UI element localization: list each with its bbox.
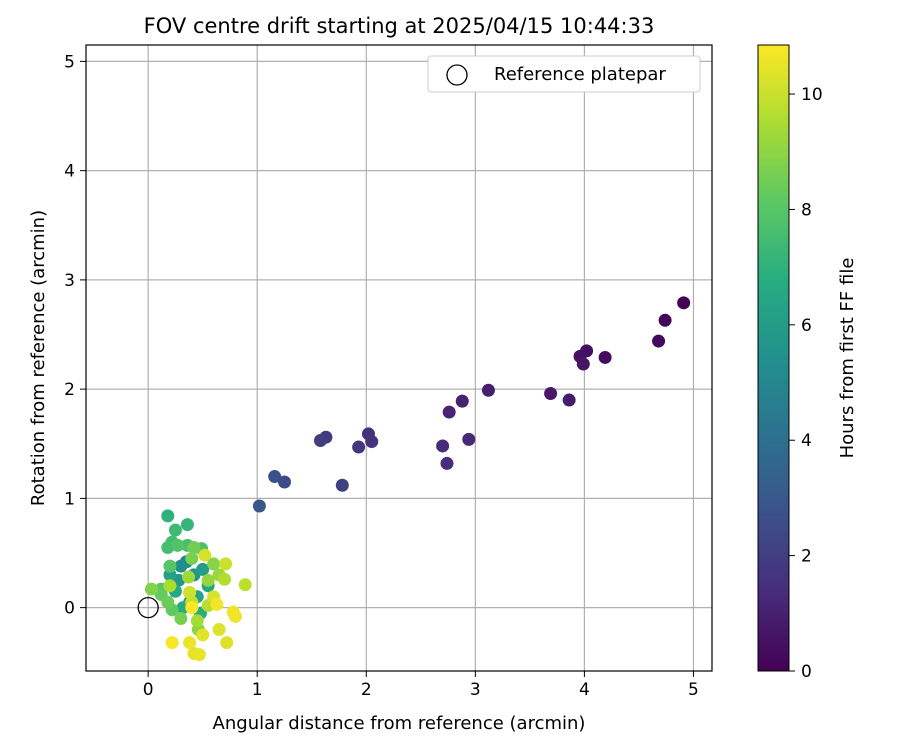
data-point [313,433,327,447]
data-point [185,551,199,565]
data-point [576,357,590,371]
data-point [226,605,240,619]
data-point [187,541,201,555]
chart-title: FOV centre drift starting at 2025/04/15 … [144,14,655,38]
x-tick-label: 0 [143,680,154,700]
data-point [174,559,188,573]
data-point [163,579,177,593]
reference-platepar-marker [137,596,159,619]
data-point [481,383,495,397]
data-point [277,475,291,489]
colorbar-ticks: 0 2 4 6 8 10 [789,85,823,682]
data-point [198,548,212,562]
y-tick-label: 4 [64,162,75,182]
data-point [365,435,379,449]
legend-entry-reference-platepar: Reference platepar [494,64,666,85]
data-point [238,578,252,592]
y-tick-label: 2 [64,380,75,400]
data-point [144,582,158,596]
data-point [462,432,476,446]
data-point [183,585,197,599]
data-point [163,559,177,573]
data-point [442,405,456,419]
data-point [190,614,204,628]
data-point [352,440,366,454]
data-point [161,541,175,555]
data-point [677,296,691,310]
data-point [252,499,266,513]
data-point [658,313,672,327]
data-point [168,523,182,537]
data-points [137,296,691,662]
data-point [201,573,215,587]
data-point [174,612,188,626]
y-tick-label: 5 [64,52,75,72]
y-tick-label: 1 [64,489,75,509]
colorbar-tick-label: 0 [801,662,812,682]
data-point [218,572,232,586]
x-tick-label: 1 [252,680,263,700]
colorbar-tick-label: 4 [801,431,812,451]
x-tick-label: 4 [579,680,590,700]
data-point [440,456,454,470]
data-point [210,597,224,611]
data-point [544,387,558,401]
data-point [652,334,666,348]
data-point [436,439,450,453]
data-point [212,622,226,636]
legend-box [427,55,701,93]
colorbar-tick-label: 10 [801,85,823,105]
data-point [180,518,194,532]
data-point [562,393,576,407]
data-point [165,636,179,650]
data-point [161,595,175,609]
data-point [183,636,197,650]
x-tick-label: 3 [470,680,481,700]
data-point [598,350,612,364]
axis-ticks: 0 1 2 3 4 5 0 1 2 3 4 5 [64,52,699,700]
data-point [196,628,210,642]
colorbar-tick-label: 8 [801,200,812,220]
data-point [220,636,234,650]
colorbar-tick-label: 2 [801,547,812,567]
x-tick-label: 5 [688,680,699,700]
y-axis-label: Rotation from reference (arcmin) [28,210,49,506]
colorbar-gradient [757,44,790,672]
y-tick-label: 3 [64,271,75,291]
data-point [192,648,206,662]
x-axis-label: Angular distance from reference (arcmin) [213,713,586,734]
data-point [335,478,349,492]
x-tick-label: 2 [361,680,372,700]
plot-area-frame [85,44,713,672]
legend: Reference platepar [427,55,701,93]
data-point [455,394,469,408]
data-point [196,562,210,576]
data-point [207,557,221,571]
data-point [219,557,233,571]
data-point [171,538,185,552]
data-point [268,470,282,484]
legend-marker-circle-icon [446,64,468,86]
y-tick-label: 0 [64,599,75,619]
colorbar-label: Hours from first FF file [837,258,858,459]
colorbar-tick-label: 6 [801,316,812,336]
data-point [161,509,175,523]
colorbar: 0 2 4 6 8 10 Hours from first FF file [757,44,858,682]
data-point [182,570,196,584]
data-point [185,601,199,615]
